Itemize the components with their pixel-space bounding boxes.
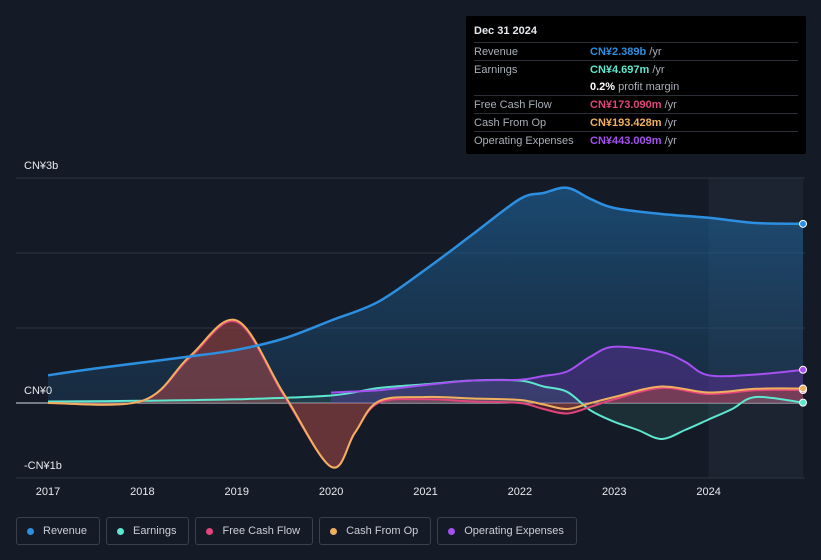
x-tick-label: 2017 — [36, 486, 60, 498]
revenue-area — [48, 187, 803, 403]
legend-dot-icon — [330, 527, 338, 535]
tooltip-row-value: CN¥2.389b — [590, 45, 647, 58]
tooltip-row: Operating Expenses CN¥443.009m/yr — [474, 131, 798, 149]
legend-label: Revenue — [43, 525, 88, 537]
earnings-line — [47, 378, 804, 440]
legend-label: Cash From Op — [346, 525, 419, 537]
x-tick-label: 2024 — [696, 486, 720, 498]
tooltip-row-label: Operating Expenses — [474, 134, 574, 147]
legend-label: Earnings — [133, 525, 177, 537]
tooltip-panel: Dec 31 2024 Revenue CN¥2.389b/yr Earnings C… — [466, 16, 806, 154]
legend-item-free-cash-flow[interactable]: Free Cash Flow — [195, 517, 314, 545]
series-lines — [47, 186, 804, 469]
x-tick-label: 2020 — [319, 486, 343, 498]
legend-label: Operating Expenses — [464, 525, 564, 537]
x-tick-label: 2018 — [130, 486, 154, 498]
legend-item-operating-expenses[interactable]: Operating Expenses — [437, 517, 577, 545]
x-tick-label: 2022 — [508, 486, 532, 498]
tooltip-row-label: Earnings — [474, 63, 518, 76]
earnings-area — [48, 379, 803, 439]
tooltip-rows: Revenue CN¥2.389b/yr Earnings CN¥4.697m/yr 0… — [474, 42, 798, 149]
tooltip-row-unit: /yr — [649, 45, 662, 58]
cash-from-op-line — [47, 318, 804, 469]
x-axis-labels: 2017 2018 2019 2020 2021 2022 2023 2024 — [36, 486, 721, 498]
tooltip-row-unit: profit margin — [618, 80, 680, 93]
y-tick-label: -CN¥1b — [24, 460, 62, 472]
operating-expenses-line — [331, 345, 804, 394]
revenue-end-point — [799, 219, 807, 228]
tooltip-row-unit: /yr — [664, 134, 677, 147]
free-cash-flow-area — [48, 321, 803, 468]
legend-item-earnings[interactable]: Earnings — [106, 517, 190, 545]
legend-dot-icon — [448, 527, 456, 535]
x-tick-label: 2021 — [413, 486, 437, 498]
tooltip-row-label: Cash From Op — [474, 116, 547, 129]
tooltip-date: Dec 31 2024 — [474, 25, 537, 37]
tooltip-row-value: CN¥193.428m — [590, 116, 662, 129]
operating-expenses-end-point — [799, 365, 807, 374]
tooltip-row-unit: /yr — [664, 98, 677, 111]
y-tick-label: CN¥0 — [24, 385, 52, 397]
x-tick-label: 2023 — [602, 486, 626, 498]
series-endpoints — [799, 219, 807, 407]
y-axis-labels: CN¥3b CN¥0 -CN¥1b — [24, 160, 62, 472]
tooltip-row: Revenue CN¥2.389b/yr — [474, 42, 798, 60]
revenue-line — [47, 186, 804, 377]
tooltip-row-label: Free Cash Flow — [474, 98, 552, 111]
tooltip-row-value: CN¥443.009m — [590, 134, 662, 147]
earnings-end-point — [799, 398, 807, 407]
tooltip-row-unit: /yr — [664, 116, 677, 129]
legend-item-revenue[interactable]: Revenue — [16, 517, 101, 545]
tooltip-row-value: CN¥4.697m — [590, 63, 650, 76]
legend-dot-icon — [117, 527, 125, 535]
legend: Revenue Earnings Free Cash Flow Cash From O… — [16, 517, 577, 545]
tooltip-row-label: Revenue — [474, 45, 519, 58]
tooltip-row-value: 0.2% — [590, 80, 616, 93]
tooltip-row: Earnings CN¥4.697m/yr — [474, 60, 798, 78]
tooltip-row: Free Cash Flow CN¥173.090m/yr — [474, 95, 798, 113]
cash-from-op-area — [48, 319, 803, 468]
legend-item-cash-from-op[interactable]: Cash From Op — [319, 517, 432, 545]
tooltip-row-unit: /yr — [652, 63, 665, 76]
cash-from-op-end-point — [799, 384, 807, 393]
x-tick-label: 2019 — [225, 486, 249, 498]
legend-dot-icon — [27, 527, 34, 535]
tooltip-row: 0.2% profit margin — [474, 78, 798, 95]
tooltip-row-value: CN¥173.090m — [590, 98, 662, 111]
tooltip-row: Cash From Op CN¥193.428m/yr — [474, 113, 798, 131]
y-tick-label: CN¥3b — [24, 160, 58, 172]
free-cash-flow-line — [47, 320, 804, 469]
legend-label: Free Cash Flow — [222, 525, 301, 537]
legend-dot-icon — [206, 527, 214, 535]
